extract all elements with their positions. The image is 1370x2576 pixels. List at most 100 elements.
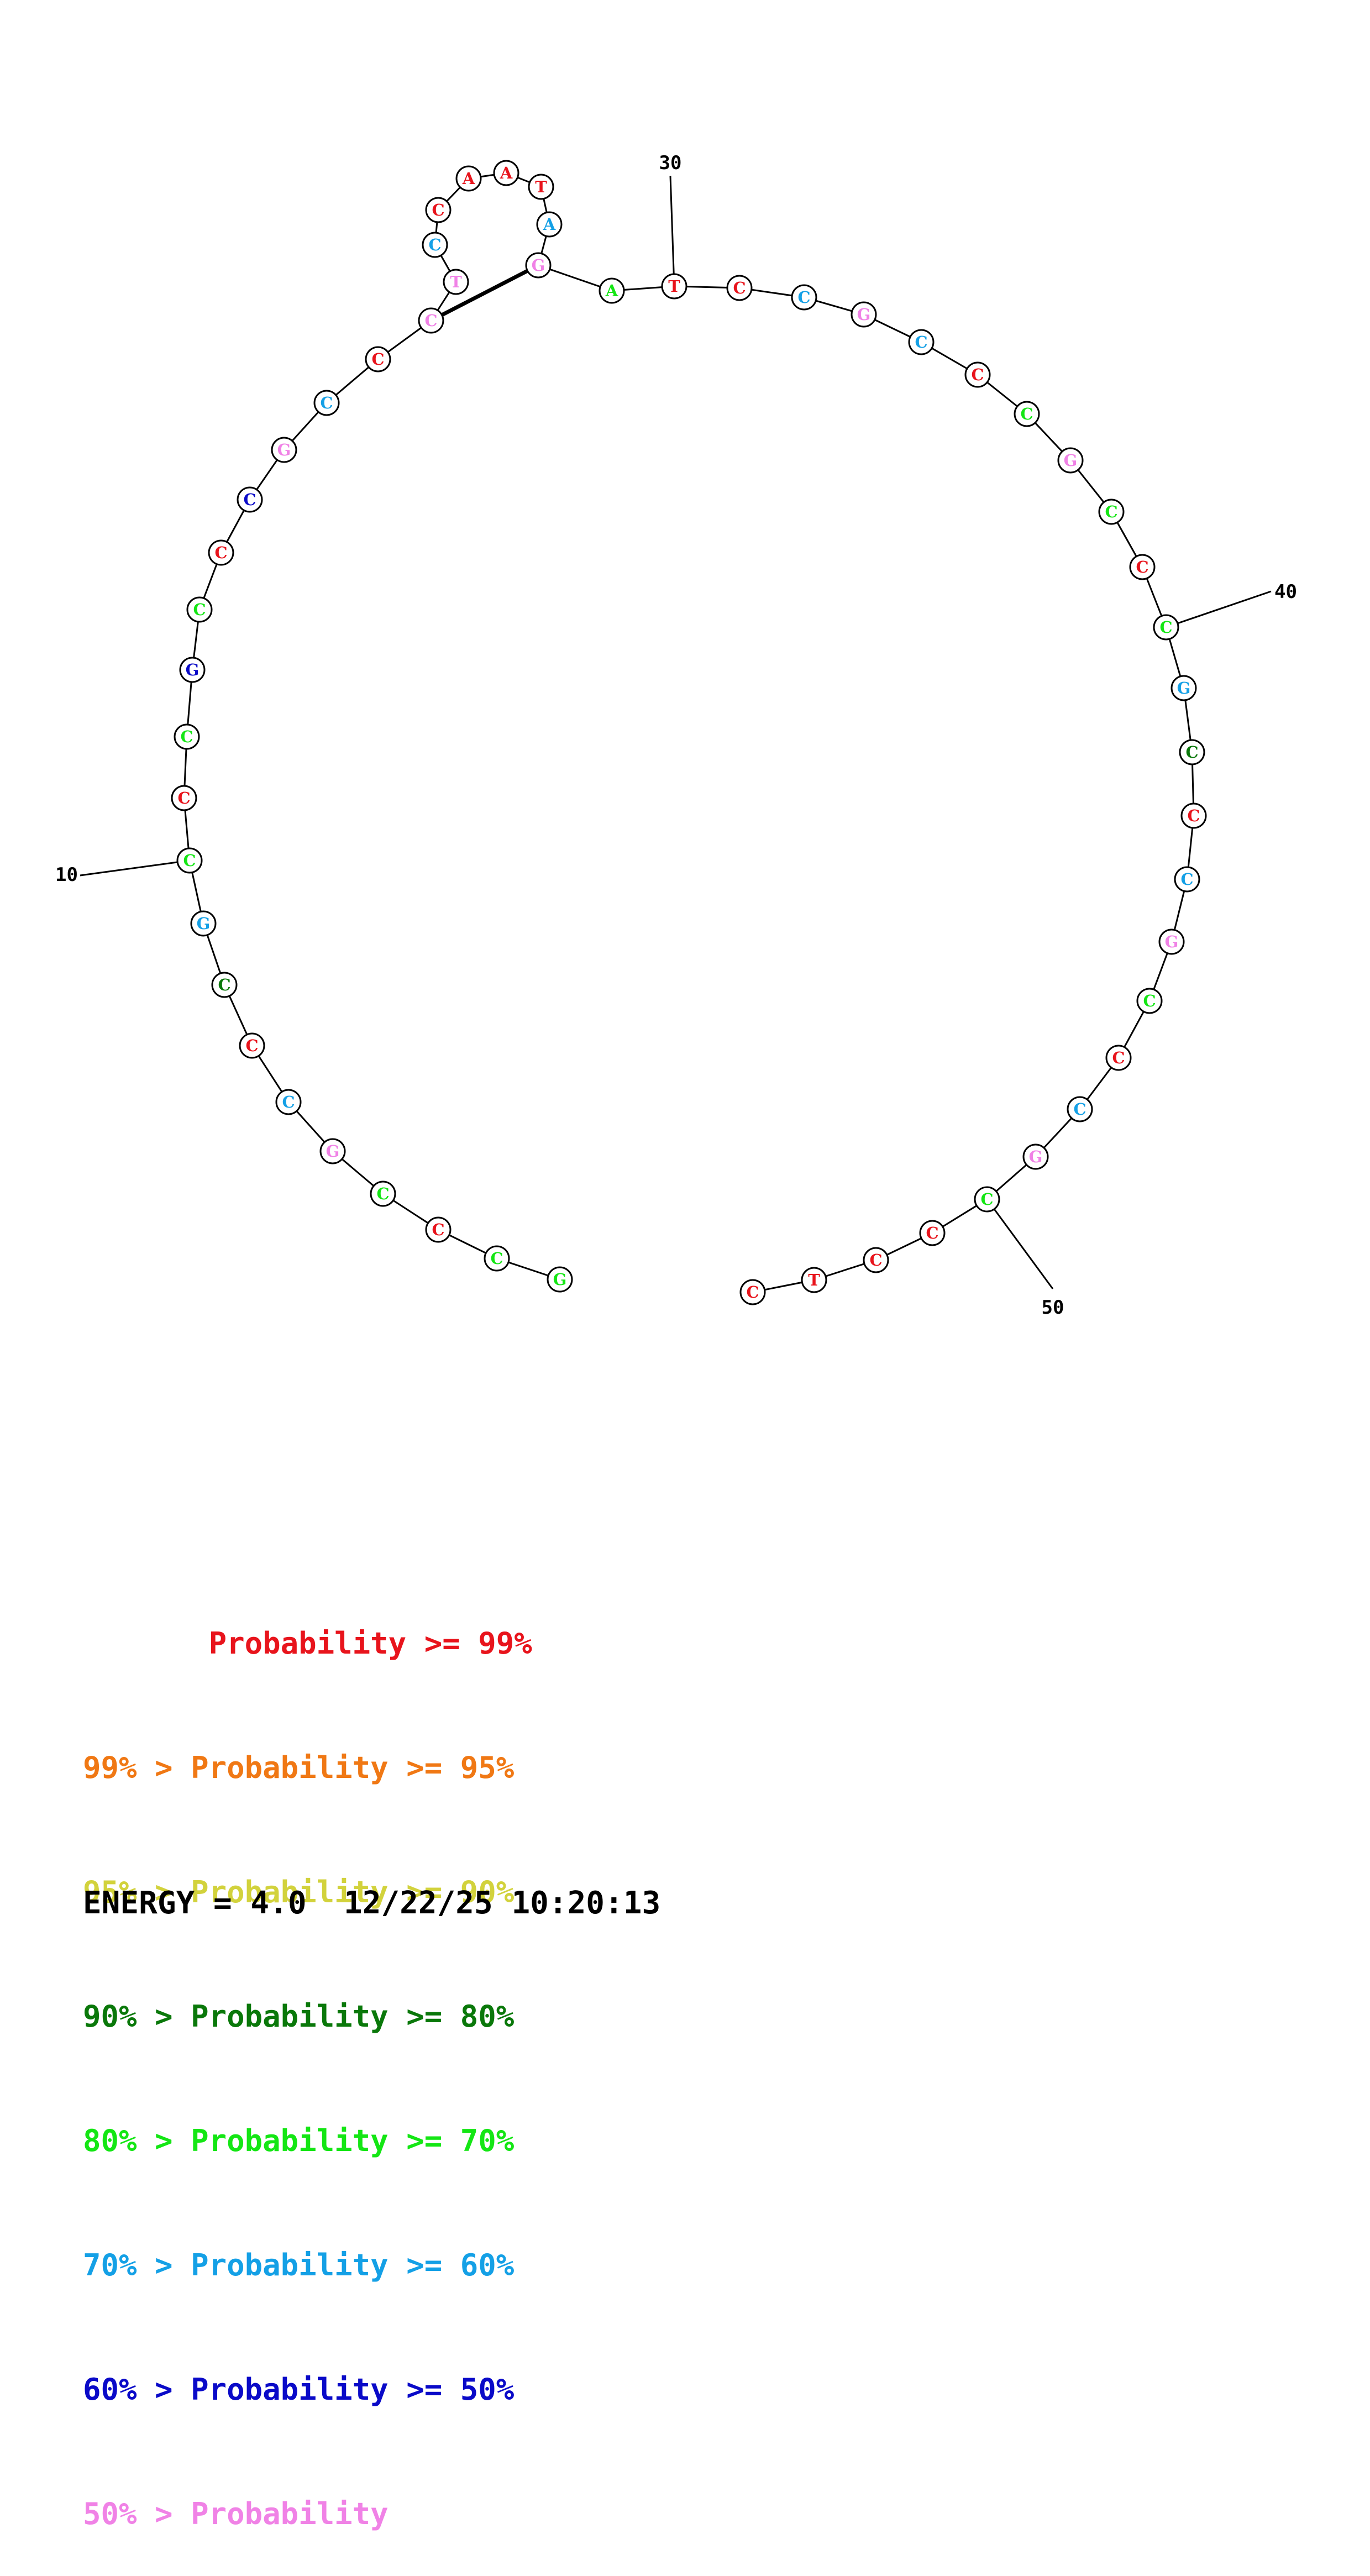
nucleotide-circle — [536, 211, 563, 238]
nucleotide: C — [726, 275, 753, 301]
nucleotide: C — [1129, 554, 1156, 580]
nucleotide: C — [908, 329, 935, 355]
nucleotide: C — [964, 361, 991, 388]
nucleotide: C — [208, 539, 234, 566]
nucleotide: T — [801, 1267, 827, 1293]
nucleotide-letter: C — [214, 543, 227, 562]
nucleotide: C — [1067, 1096, 1093, 1122]
nucleotide-letter: C — [490, 1249, 503, 1268]
nucleotide: C — [919, 1220, 946, 1246]
nucleotide: A — [455, 165, 482, 192]
nucleotide-circle — [425, 197, 452, 223]
nucleotide: G — [851, 301, 877, 328]
nucleotide-letter: T — [535, 177, 547, 196]
nucleotide-circle — [455, 165, 482, 192]
nucleotide-circle — [1153, 614, 1179, 641]
legend-row: 70% > Probability >= 60% — [83, 2248, 515, 2283]
nucleotide-letter: A — [605, 281, 618, 300]
nucleotide-letter: C — [376, 1184, 389, 1203]
nucleotide: C — [186, 596, 213, 623]
nucleotide-circle — [528, 174, 554, 200]
legend-row: 80% > Probability >= 70% — [83, 2123, 515, 2158]
nucleotide-circle — [1170, 675, 1197, 701]
nucleotide-letter: C — [1136, 558, 1148, 576]
nucleotide-letter: C — [424, 311, 437, 330]
nucleotide: G — [319, 1138, 346, 1164]
nucleotide-letter: C — [245, 1036, 258, 1055]
nucleotide-circle — [908, 329, 935, 355]
nucleotide: G — [525, 252, 552, 279]
nucleotide: T — [661, 273, 687, 300]
probability-legend: Probability >= 99% 99% > Probability >= … — [83, 1540, 532, 2576]
nucleotide-circle — [237, 486, 263, 513]
nucleotide: T — [528, 174, 554, 200]
nucleotide-letter: C — [243, 490, 256, 509]
nucleotide-letter: T — [808, 1271, 820, 1289]
nucleotide: C — [1179, 739, 1205, 765]
nucleotide-letter: C — [218, 975, 230, 994]
nucleotide: C — [1105, 1045, 1132, 1071]
nucleotide-letter: C — [282, 1093, 295, 1111]
nucleotide-circle — [1022, 1143, 1049, 1170]
nucleotide-letter: C — [1073, 1100, 1086, 1119]
nucleotide-letter: G — [197, 914, 211, 933]
nucleotide-letter: C — [177, 789, 190, 807]
nucleotide-circle — [547, 1266, 573, 1293]
nucleotide: C — [1136, 988, 1163, 1014]
nucleotide-circle — [365, 346, 391, 373]
nucleotide-letter: C — [1187, 806, 1200, 825]
legend-row: Probability >= 99% — [83, 1626, 532, 1661]
nucleotide-circle — [275, 1089, 302, 1115]
nucleotide-letter: G — [857, 305, 871, 324]
nucleotide-circle — [1158, 928, 1185, 955]
number-tick-line — [80, 859, 190, 877]
nucleotide: G — [1057, 447, 1084, 474]
nucleotide: C — [863, 1247, 889, 1273]
nucleotide-circle — [851, 301, 877, 328]
energy-footer: ENERGY = 4.0 12/22/25 10:20:13 — [83, 1885, 661, 1921]
nucleotide-circle — [1179, 739, 1205, 765]
nucleotide-circle — [599, 277, 625, 304]
legend-row: 90% > Probability >= 80% — [83, 1999, 515, 2034]
nucleotide-circle — [370, 1181, 396, 1207]
nucleotide-letter: C — [1159, 618, 1172, 637]
nucleotide-circle — [1105, 1045, 1132, 1071]
nucleotide: C — [739, 1279, 766, 1305]
nucleotide-circle — [208, 539, 234, 566]
nucleotide-circle — [791, 284, 817, 311]
nucleotide-circle — [1174, 866, 1200, 893]
nucleotide: C — [484, 1245, 510, 1272]
nucleotide-circle — [418, 307, 444, 334]
position-number-label: 40 — [1274, 581, 1297, 603]
nucleotide: G — [1170, 675, 1197, 701]
nucleotide: C — [239, 1032, 265, 1059]
nucleotide-letter: C — [432, 201, 444, 219]
number-tick-line — [669, 175, 675, 287]
legend-row: 95% > Probability >= 90% — [83, 1875, 515, 1909]
nucleotide-letter: T — [450, 272, 462, 291]
nucleotide-letter: G — [277, 440, 291, 459]
nucleotide: G — [190, 910, 217, 937]
nucleotide-letter: C — [797, 288, 810, 307]
nucleotide: C — [1098, 499, 1125, 525]
nucleotide-letter: G — [186, 660, 200, 679]
nucleotide: C — [171, 785, 197, 811]
nucleotide: C — [425, 1216, 452, 1243]
base-pair-bond — [430, 263, 539, 323]
nucleotide-letter: A — [462, 169, 475, 188]
nucleotide: C — [237, 486, 263, 513]
nucleotide-circle — [1014, 401, 1040, 427]
nucleotide-circle — [525, 252, 552, 279]
nucleotide-circle — [174, 723, 200, 750]
nucleotide: C — [425, 197, 452, 223]
position-number-label: 10 — [55, 864, 78, 886]
nucleotide-circle — [493, 160, 519, 186]
nucleotide-circle — [186, 596, 213, 623]
legend-row: 50% > Probability — [83, 2496, 389, 2531]
number-tick-line — [986, 1199, 1054, 1289]
nucleotide: C — [418, 307, 444, 334]
nucleotide: C — [1014, 401, 1040, 427]
nucleotide-circle — [176, 847, 203, 874]
nucleotide-letter: C — [1143, 991, 1156, 1010]
